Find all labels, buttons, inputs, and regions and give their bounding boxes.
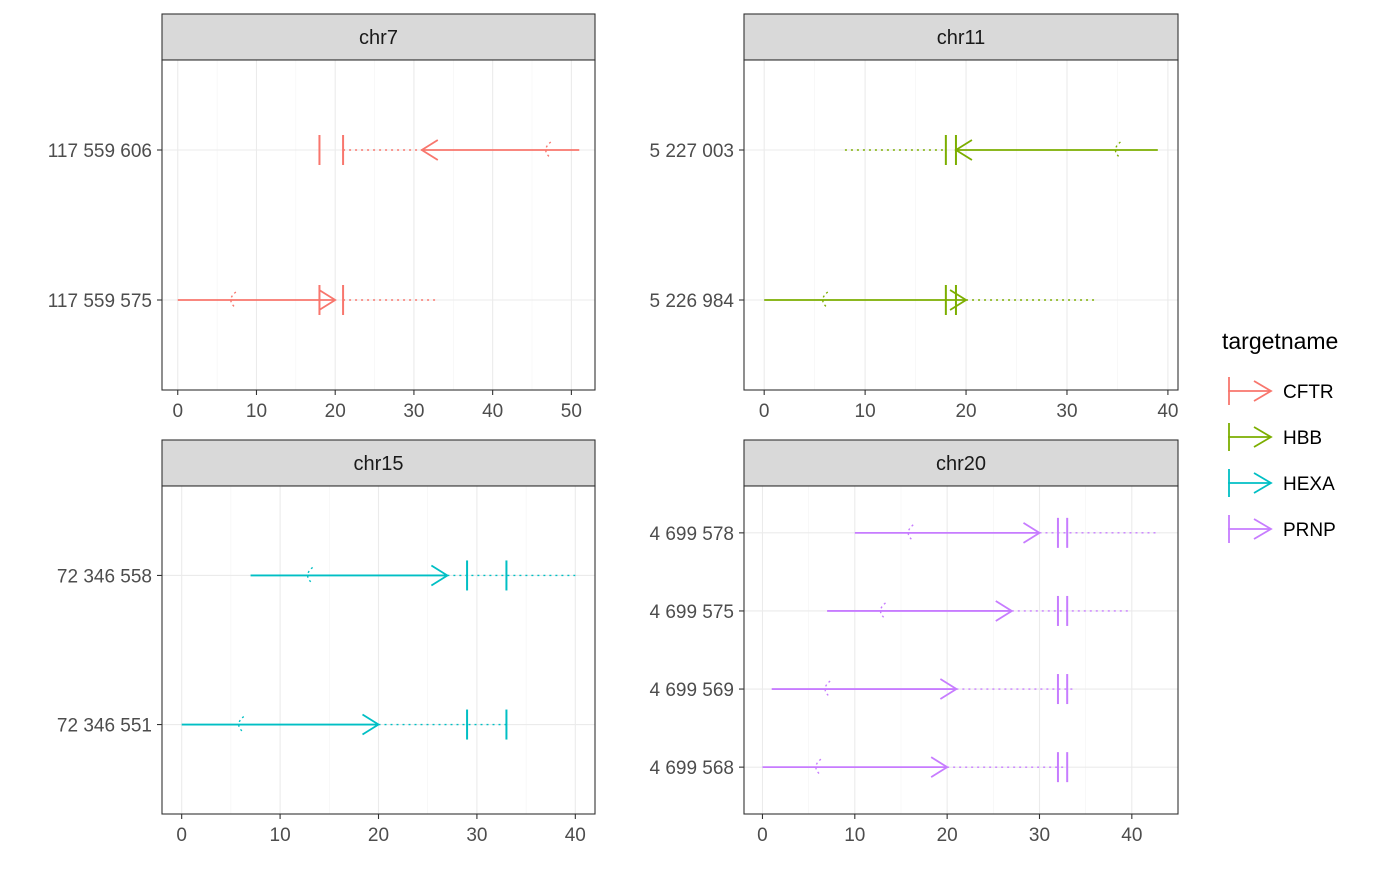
y-tick-label: 4 699 578: [649, 524, 734, 545]
x-tick-label: 10: [270, 825, 291, 846]
marker-arc: [815, 758, 822, 776]
arrow-head: [930, 756, 949, 778]
x-tick-label: 40: [565, 825, 586, 846]
strip-label: chr15: [353, 453, 403, 475]
legend-entry-HBB: HBB: [1228, 423, 1322, 451]
marker-arc: [306, 566, 314, 585]
panel-border: [743, 485, 1179, 815]
legend-entry-PRNP: PRNP: [1228, 515, 1336, 543]
strip-label: chr20: [936, 453, 986, 475]
marker-arc: [238, 715, 245, 734]
panel-chr11: chr11 5 227 003 5 226 984 0 10 20 30 40: [649, 13, 1179, 422]
x-tick-label: 40: [1121, 825, 1142, 846]
panel-background: [744, 486, 1178, 814]
legend: targetname CFTR HBB HEXA PRNP: [1222, 328, 1338, 543]
legend-key-arrow: [1253, 380, 1273, 402]
legend-label: HBB: [1283, 428, 1322, 449]
x-tick-label: 20: [955, 401, 976, 422]
x-tick-label: 20: [937, 825, 958, 846]
panel-chr7: chr7 117 559 606 117 559 575 0 10 20 30 40 50: [48, 13, 596, 422]
row-4699575: [827, 595, 1132, 626]
x-tick-label: 0: [759, 401, 770, 422]
legend-key-arrow: [1253, 426, 1273, 448]
x-tick-label: 0: [172, 401, 183, 422]
x-tick-label: 50: [561, 401, 582, 422]
y-tick-label: 72 346 558: [57, 566, 152, 587]
legend-title: targetname: [1222, 328, 1338, 354]
x-tick-label: 30: [466, 825, 487, 846]
legend-key-arrow: [1253, 518, 1273, 540]
x-tick-label: 10: [855, 401, 876, 422]
marker-arc: [230, 291, 237, 309]
marker-arc: [824, 680, 831, 698]
legend-label: PRNP: [1283, 520, 1336, 541]
marker-arc: [907, 524, 914, 542]
row-4699569: [771, 674, 1077, 705]
marker-arc: [1114, 141, 1121, 159]
panel-chr20: chr20 4 699 578 4 699 575 4 699 569 4 699 56…: [649, 439, 1179, 846]
row-72346551: [181, 709, 508, 740]
arrow-head: [995, 600, 1014, 622]
row-72346558: [250, 560, 576, 591]
panel-border: [743, 59, 1179, 391]
y-tick-label: 5 226 984: [649, 291, 734, 312]
strip-label: chr7: [359, 27, 398, 49]
y-tick-label: 5 227 003: [649, 141, 734, 162]
strip-chr11: [743, 13, 1179, 61]
x-tick-label: 0: [176, 825, 187, 846]
row-5226984: [764, 285, 1098, 315]
y-tick-label: 4 699 568: [649, 758, 734, 779]
x-tick-label: 10: [246, 401, 267, 422]
y-tick-label: 117 559 606: [48, 141, 152, 162]
strip-chr7: [161, 13, 596, 61]
marker-arc: [879, 602, 886, 620]
row-4699568: [762, 752, 1069, 783]
arrow-head: [362, 713, 381, 736]
row-4699578: [854, 517, 1160, 548]
x-tick-label: 0: [757, 825, 768, 846]
x-tick-label: 20: [368, 825, 389, 846]
row-117559606: [318, 135, 580, 165]
marker-arc: [822, 291, 829, 309]
x-tick-label: 40: [482, 401, 503, 422]
y-tick-label: 4 699 569: [649, 680, 734, 701]
x-tick-label: 10: [844, 825, 865, 846]
x-tick-label: 20: [325, 401, 346, 422]
panel-chr15: chr15 72 346 558 72 346 551 0 10 20 30 40: [57, 439, 596, 846]
y-tick-label: 4 699 575: [649, 602, 734, 623]
arrow-head: [430, 564, 450, 587]
x-tick-label: 30: [1056, 401, 1077, 422]
arrow-head: [420, 139, 439, 161]
row-5227003: [844, 135, 1158, 165]
x-tick-label: 30: [1029, 825, 1050, 846]
arrow-head: [1023, 522, 1042, 544]
strip-chr15: [161, 439, 596, 487]
legend-key-arrow: [1253, 472, 1273, 494]
panel-background: [162, 60, 595, 390]
legend-label: HEXA: [1283, 474, 1335, 495]
legend-label: CFTR: [1283, 382, 1334, 403]
strip-chr20: [743, 439, 1179, 487]
x-tick-label: 30: [403, 401, 424, 422]
arrow-head: [318, 289, 337, 311]
arrow-head: [939, 678, 959, 700]
legend-entry-CFTR: CFTR: [1228, 377, 1334, 405]
marker-arc: [545, 141, 552, 159]
panel-background: [744, 60, 1178, 390]
strip-label: chr11: [937, 27, 986, 49]
legend-entry-HEXA: HEXA: [1228, 469, 1335, 497]
panel-border: [161, 59, 596, 391]
row-117559575: [177, 285, 438, 315]
y-tick-label: 117 559 575: [48, 291, 152, 312]
y-tick-label: 72 346 551: [57, 716, 152, 737]
x-tick-label: 40: [1157, 401, 1178, 422]
